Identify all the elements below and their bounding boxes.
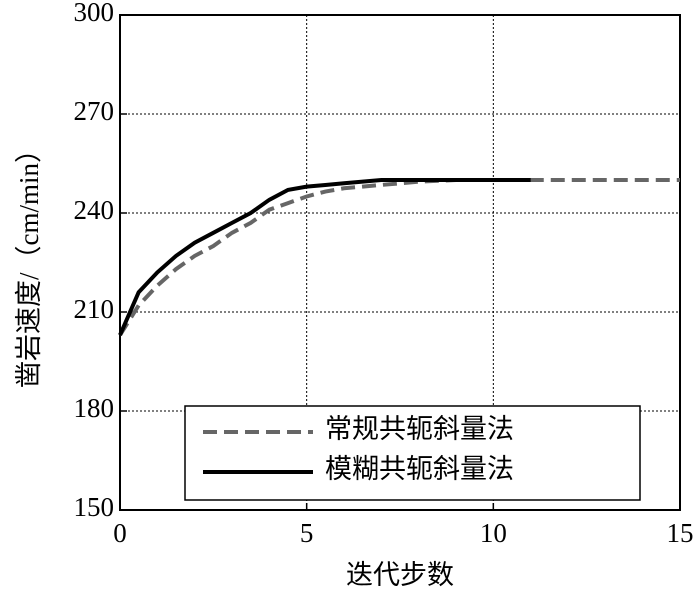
y-tick-label: 150 <box>74 492 115 522</box>
y-tick-label: 300 <box>74 0 115 27</box>
x-tick-label: 5 <box>300 518 314 548</box>
y-axis-label: 凿岩速度/（cm/min） <box>14 136 44 388</box>
plot-frame <box>119 14 681 511</box>
y-tick-label: 240 <box>74 195 115 225</box>
x-tick-label: 10 <box>480 518 507 548</box>
x-tick-label: 15 <box>667 518 694 548</box>
x-axis-label: 迭代步数 <box>346 560 454 590</box>
x-tick-label: 0 <box>113 518 127 548</box>
series-line <box>118 178 680 337</box>
legend-label: 常规共轭斜量法 <box>325 414 514 444</box>
series-line <box>118 178 531 336</box>
y-tick-label: 270 <box>74 96 115 126</box>
y-tick-label: 210 <box>74 294 115 324</box>
legend-box <box>184 405 641 501</box>
y-tick-label: 180 <box>74 393 115 423</box>
legend-label: 模糊共轭斜量法 <box>325 454 514 484</box>
